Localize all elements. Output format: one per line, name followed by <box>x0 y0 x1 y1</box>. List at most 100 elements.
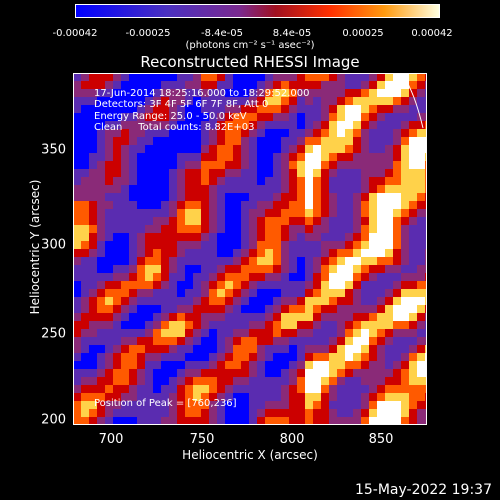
heatmap-cell <box>81 273 89 281</box>
heatmap-cell <box>97 81 105 89</box>
heatmap-cell <box>137 73 145 81</box>
heatmap-cell <box>417 409 425 417</box>
heatmap-cell <box>385 209 393 217</box>
heatmap-cell <box>145 401 153 409</box>
heatmap-cell <box>345 369 353 377</box>
heatmap-cell <box>161 281 169 289</box>
heatmap-cell <box>313 113 321 121</box>
heatmap-cell <box>361 361 369 369</box>
heatmap-cell <box>233 281 241 289</box>
heatmap-cell <box>137 105 145 113</box>
heatmap-cell <box>113 257 121 265</box>
heatmap-cell <box>273 153 281 161</box>
heatmap-cell <box>345 185 353 193</box>
heatmap-cell <box>89 73 97 81</box>
heatmap-cell <box>217 289 225 297</box>
heatmap-cell <box>169 113 177 121</box>
heatmap-cell <box>393 417 401 425</box>
heatmap-cell <box>393 129 401 137</box>
heatmap-cell <box>369 113 377 121</box>
heatmap-cell <box>225 305 233 313</box>
heatmap-cell <box>305 417 313 425</box>
heatmap-cell <box>401 249 409 257</box>
heatmap-cell <box>289 297 297 305</box>
heatmap-cell <box>129 281 137 289</box>
heatmap-cell <box>345 385 353 393</box>
heatmap-cell <box>393 73 401 81</box>
heatmap-cell <box>377 177 385 185</box>
heatmap-cell <box>129 385 137 393</box>
heatmap-cell <box>377 337 385 345</box>
heatmap-cell <box>73 233 81 241</box>
heatmap-cell <box>401 225 409 233</box>
heatmap-cell <box>281 345 289 353</box>
heatmap-cell <box>161 129 169 137</box>
heatmap-cell <box>249 153 257 161</box>
colorbar <box>75 4 440 18</box>
heatmap-cell <box>193 81 201 89</box>
heatmap-cell <box>121 209 129 217</box>
heatmap-cell <box>113 121 121 129</box>
heatmap-cell <box>305 385 313 393</box>
heatmap-cell <box>289 393 297 401</box>
heatmap-cell <box>129 113 137 121</box>
heatmap-cell <box>337 273 345 281</box>
heatmap-cell <box>377 185 385 193</box>
heatmap-cell <box>73 265 81 273</box>
heatmap-cell <box>121 305 129 313</box>
heatmap-cell <box>137 153 145 161</box>
heatmap-cell <box>385 177 393 185</box>
heatmap-cell <box>73 105 81 113</box>
heatmap-cell <box>385 193 393 201</box>
heatmap-cell <box>345 281 353 289</box>
heatmap-cell <box>313 225 321 233</box>
heatmap-cell <box>89 161 97 169</box>
heatmap-cell <box>417 97 425 105</box>
heatmap-cell <box>97 313 105 321</box>
heatmap-cell <box>113 361 121 369</box>
heatmap-cell <box>409 129 417 137</box>
heatmap-cell <box>161 209 169 217</box>
heatmap-cell <box>305 105 313 113</box>
heatmap-cell <box>345 217 353 225</box>
heatmap-cell <box>185 329 193 337</box>
heatmap-cell <box>417 233 425 241</box>
heatmap-cell <box>185 345 193 353</box>
heatmap-cell <box>377 137 385 145</box>
heatmap-cell <box>369 97 377 105</box>
heatmap-cell <box>305 113 313 121</box>
heatmap-cell <box>353 353 361 361</box>
heatmap-cell <box>393 337 401 345</box>
heatmap-cell <box>417 281 425 289</box>
heatmap-cell <box>369 329 377 337</box>
heatmap-cell <box>321 129 329 137</box>
heatmap-cell <box>377 321 385 329</box>
heatmap-cell <box>201 113 209 121</box>
heatmap-cell <box>289 353 297 361</box>
heatmap-cell <box>417 249 425 257</box>
heatmap-cell <box>225 233 233 241</box>
heatmap-cell <box>97 185 105 193</box>
heatmap-cell <box>137 193 145 201</box>
heatmap-cell <box>233 345 241 353</box>
heatmap-cell <box>81 345 89 353</box>
heatmap-cell <box>113 337 121 345</box>
heatmap-cell <box>329 177 337 185</box>
heatmap-cell <box>105 361 113 369</box>
heatmap-cell <box>129 345 137 353</box>
heatmap-cell <box>209 401 217 409</box>
heatmap-cell <box>193 273 201 281</box>
heatmap-cell <box>225 393 233 401</box>
heatmap-cell <box>113 225 121 233</box>
heatmap-cell <box>97 409 105 417</box>
heatmap-cell <box>153 169 161 177</box>
heatmap-cell <box>153 297 161 305</box>
heatmap-cell <box>249 185 257 193</box>
heatmap-cell <box>257 161 265 169</box>
heatmap-cell <box>321 153 329 161</box>
heatmap-cell <box>313 377 321 385</box>
heatmap-cell <box>81 233 89 241</box>
heatmap-cell <box>305 249 313 257</box>
heatmap-cell <box>241 353 249 361</box>
heatmap-cell <box>249 401 257 409</box>
